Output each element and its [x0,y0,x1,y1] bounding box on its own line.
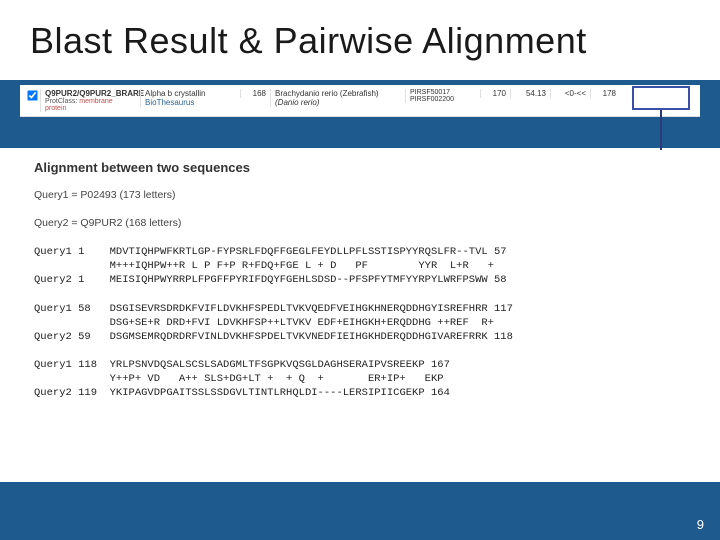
alignment-block-3: Query1 118 YRLPSNVDQSALSCSLSADGMLTFSGPKV… [34,358,686,401]
aln3-match: Y++P+ VD A++ SLS+DG+LT + + Q + ER+IP+ EK… [34,373,444,385]
col-length: 168 [240,89,270,98]
description-text: Alpha b crystallin [145,89,205,98]
alignment-block-2: Query1 58 DSGISEVRSDRDKFVIFLDVKHFSPEDLTV… [34,302,686,345]
col-description: Alpha b crystallin BioThesaurus [140,89,240,107]
col-evalue: <0-<< [550,89,590,98]
query2-desc: Query2 = Q9PUR2 (168 letters) [34,217,686,229]
col-organism: Brachydanio rerio (Zebrafish) (Danio rer… [270,89,405,107]
accession-id: Q9PUR2/Q9PUR2_BRARE [45,89,136,98]
col-score: 54.13 [510,89,550,98]
protclass-label: ProtClass [45,98,75,105]
aln1-q2: Query2 1 MEISIQHPWYRRPLFPGFFPYRIFDQYFGEH… [34,274,507,286]
query1-desc: Query1 = P02493 (173 letters) [34,189,686,201]
organism-common: Brachydanio rerio (Zebrafish) [275,89,379,98]
col-last: 178 [590,89,620,98]
col-a: 170 [480,89,510,98]
row-checkbox[interactable] [26,89,40,104]
slide-title: Blast Result & Pairwise Alignment [30,20,587,62]
aln1-q1: Query1 1 MDVTIQHPWFKRTLGP-FYPSRLFDQFFGEG… [34,246,507,258]
biothesaurus-link[interactable]: BioThesaurus [145,98,194,107]
col-accession: Q9PUR2/Q9PUR2_BRARE ProtClass: membrane … [40,89,140,112]
blast-result-row: Q9PUR2/Q9PUR2_BRARE ProtClass: membrane … [20,85,700,117]
aln2-q2: Query2 59 DSGMSEMRQDRDRFVINLDVKHFSPDELTV… [34,331,513,343]
aln2-match: DSG+SE+R DRD+FVI LDVKHFSP++LTVKV EDF+EIH… [34,317,494,329]
slide: Blast Result & Pairwise Alignment Q9PUR2… [0,0,720,540]
highlight-box [632,86,690,110]
alignment-heading: Alignment between two sequences [34,160,686,175]
aln1-match: M+++IQHPW++R L P F+P R+FDQ+FGE L + D PF … [34,260,494,272]
page-number: 9 [697,517,704,532]
col-db: PIRSF50017 PIRSF002200 [405,89,480,103]
aln2-q1: Query1 58 DSGISEVRSDRDKFVIFLDVKHFSPEDLTV… [34,303,513,315]
background-band-bottom [0,482,720,540]
aln3-q2: Query2 119 YKIPAGVDPGAITSSLSSDGVLTINTLRH… [34,387,450,399]
alignment-block-1: Query1 1 MDVTIQHPWFKRTLGP-FYPSRLFDQFFGEG… [34,245,686,288]
aln3-q1: Query1 118 YRLPSNVDQSALSCSLSADGMLTFSGPKV… [34,359,450,371]
db-id-2: PIRSF002200 [410,96,454,103]
db-id-1: PIRSF50017 [410,89,450,96]
organism-latin: (Danio rerio) [275,98,319,107]
alignment-panel: Alignment between two sequences Query1 =… [20,150,700,480]
